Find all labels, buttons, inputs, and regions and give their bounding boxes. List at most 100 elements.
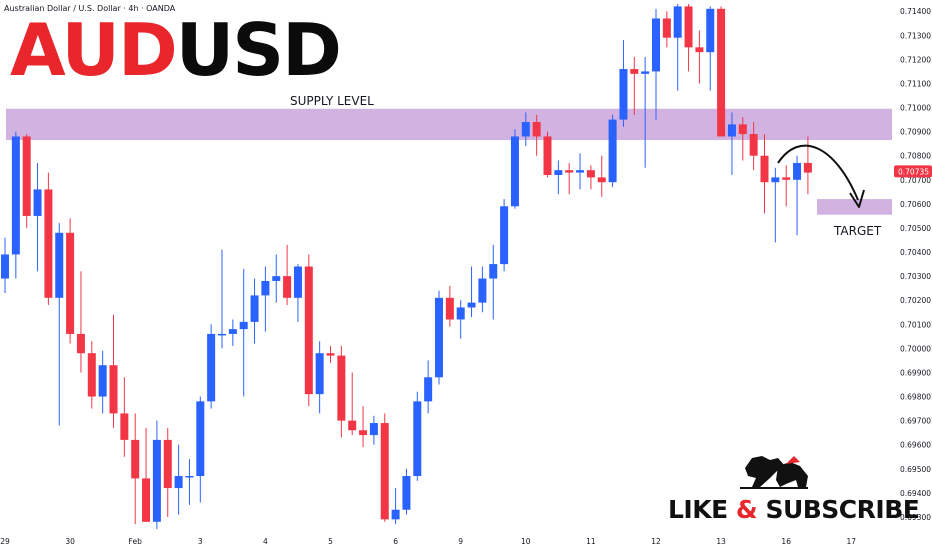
candle-body: [87, 353, 96, 397]
x-tick-label: 12: [651, 537, 661, 546]
candle-body: [348, 420, 357, 431]
candle-body: [239, 321, 248, 330]
candle-body: [315, 353, 324, 395]
candle-body: [402, 476, 411, 510]
x-tick-label: 10: [521, 537, 531, 546]
y-tick-label: 0.71200: [900, 55, 931, 64]
subscribe-text: SUBSCRIBE: [765, 495, 920, 524]
candle-body: [489, 264, 498, 279]
candle-body: [576, 170, 585, 173]
candle-body: [717, 8, 726, 137]
y-tick-label: 0.70400: [900, 248, 931, 257]
y-tick-label: 0.71300: [900, 31, 931, 40]
y-tick-label: 0.71100: [900, 79, 931, 88]
candle-body: [163, 439, 172, 489]
x-tick-label: 29: [0, 537, 10, 546]
candle-body: [673, 6, 682, 38]
x-tick-label: 9: [458, 537, 463, 546]
candle-body: [326, 353, 335, 356]
candle-body: [207, 333, 216, 402]
candle-body: [662, 18, 671, 38]
x-tick-label: 6: [393, 537, 398, 546]
candle-body: [250, 295, 259, 322]
bull-bear-fight-icon: [740, 456, 808, 489]
y-tick-label: 0.70800: [900, 152, 931, 161]
candle-body: [44, 189, 53, 298]
y-tick-label: 0.69800: [900, 393, 931, 402]
price-axis-bg: [892, 0, 932, 550]
candle-body: [196, 401, 205, 477]
current-price-badge: [894, 165, 932, 178]
candle-body: [456, 307, 465, 320]
candle-body: [652, 18, 660, 72]
y-tick-label: 0.70000: [900, 344, 931, 353]
candle-body: [706, 8, 715, 53]
y-tick-label: 0.70100: [900, 320, 931, 329]
candle-body: [608, 119, 617, 183]
x-tick-label: 11: [586, 537, 596, 546]
candle-body: [521, 122, 530, 137]
candle-body: [619, 69, 628, 120]
candle-body: [337, 355, 346, 421]
x-tick-label: 13: [716, 537, 726, 546]
x-tick-label: 16: [781, 537, 791, 546]
y-tick-label: 0.70500: [900, 224, 931, 233]
candle-body: [760, 155, 769, 183]
candle-body: [630, 69, 639, 74]
y-tick-label: 0.69600: [900, 441, 931, 450]
candle-body: [369, 423, 378, 436]
candle-body: [391, 509, 400, 520]
candle-body: [543, 136, 552, 175]
candle-body: [185, 476, 194, 478]
candle-body: [76, 333, 85, 354]
y-tick-label: 0.70600: [900, 200, 931, 209]
candle-body: [467, 302, 476, 308]
logo-shape: [776, 462, 808, 487]
title-quote-currency: USD: [175, 8, 342, 92]
candle-body: [55, 232, 64, 298]
candle-body: [510, 136, 519, 207]
y-tick-label: 0.70700: [900, 176, 931, 185]
candle-body: [174, 476, 183, 489]
candle-body: [272, 276, 281, 281]
y-tick-label: 0.69500: [900, 465, 931, 474]
y-tick-label: 0.69700: [900, 417, 931, 426]
candle-body: [793, 162, 802, 180]
candle-body: [565, 170, 574, 173]
x-tick-label: 30: [65, 537, 75, 546]
candle-body: [684, 6, 693, 48]
candle-body: [261, 280, 270, 296]
candle-body: [500, 206, 509, 265]
y-tick-label: 0.70200: [900, 296, 931, 305]
x-tick-label: 5: [328, 537, 333, 546]
candle-body: [66, 232, 75, 334]
candle-body: [597, 177, 606, 183]
arrow-head-icon: [849, 189, 865, 208]
x-tick-label: 17: [847, 537, 857, 546]
like-text: LIKE: [668, 495, 728, 524]
candle-body: [641, 71, 650, 74]
target-label: TARGET: [834, 224, 882, 238]
y-tick-label: 0.70300: [900, 272, 931, 281]
ampersand-text: &: [735, 495, 758, 524]
symbol-header: Australian Dollar / U.S. Dollar · 4h · O…: [4, 4, 176, 13]
curved-down-arrow-icon: [777, 144, 859, 201]
candle-body: [131, 439, 140, 479]
like-subscribe-banner: LIKE & SUBSCRIBE: [668, 495, 920, 524]
y-tick-label: 0.71400: [900, 7, 931, 16]
candle-body: [424, 377, 433, 402]
x-tick-label: 4: [263, 537, 268, 546]
candle-body: [152, 439, 161, 522]
supply-zone: [6, 108, 892, 141]
logo-shape: [745, 456, 785, 487]
supply-level-label: SUPPLY LEVEL: [290, 94, 374, 108]
x-tick-label: 3: [198, 537, 203, 546]
candle-body: [142, 478, 151, 522]
candle-body: [359, 430, 368, 436]
candle-body: [771, 177, 780, 183]
chart-title: AUDUSD: [10, 8, 342, 92]
time-axis-bg: [0, 533, 932, 550]
candle-body: [283, 276, 292, 298]
